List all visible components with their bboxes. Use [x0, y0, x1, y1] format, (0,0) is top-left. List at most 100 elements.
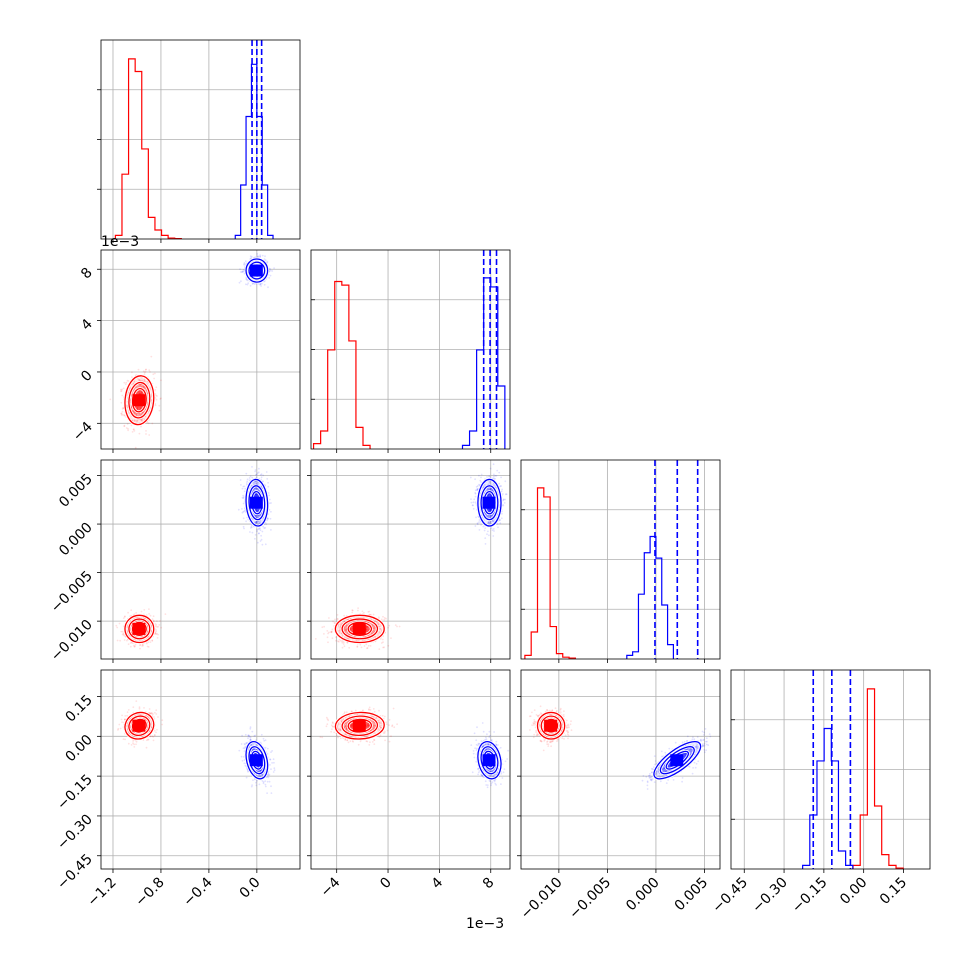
- panel-content: [312, 250, 506, 449]
- histogram-red: [524, 487, 576, 659]
- y-tick-label: −0.45: [54, 851, 96, 893]
- contour-blue: [248, 746, 266, 775]
- histogram-red: [312, 280, 371, 449]
- contour-red: [124, 375, 155, 426]
- histogram-blue: [802, 727, 854, 869]
- contour-blue: [248, 485, 266, 521]
- panel-frame: [520, 669, 721, 870]
- contour-red: [341, 715, 379, 736]
- y-tick-label: −0.15: [54, 772, 96, 814]
- panel-content: [115, 466, 272, 650]
- histogram-red: [852, 688, 904, 869]
- x-tick-label: −0.45: [709, 875, 751, 917]
- panel-frame: [100, 669, 301, 870]
- x-tick-label: 4: [429, 874, 447, 892]
- density-peak-red: [352, 719, 366, 732]
- x-tick-label: −0.8: [132, 875, 167, 910]
- panel-content: [114, 40, 274, 239]
- panel-content: [524, 460, 699, 659]
- contour-blue: [245, 740, 269, 780]
- contour-red: [540, 715, 562, 736]
- contour-blue: [653, 740, 702, 780]
- y-tick-label: 0.000: [56, 520, 96, 560]
- y-offset-label: 1e−3: [101, 234, 139, 250]
- panel-content: [314, 463, 508, 650]
- panel-3-2: −0.010 −0.005 0.000 0.005: [517, 669, 721, 923]
- y-tick-label: −0.005: [48, 568, 96, 616]
- density-peak-red: [132, 719, 146, 732]
- x-tick-label: 0.15: [877, 875, 910, 908]
- y-tick-label: 8: [78, 265, 96, 283]
- y-tick-label: −4: [70, 419, 96, 445]
- x-tick-label: −1.2: [84, 875, 119, 910]
- contour-blue: [245, 478, 269, 527]
- density-peak-blue: [249, 496, 263, 509]
- panel-1-0: −4 0 4 8: [70, 249, 301, 453]
- panel-frame: [310, 669, 511, 870]
- density-peak-blue: [249, 754, 263, 767]
- x-offset-label: 1e−3: [466, 916, 504, 932]
- y-tick-label: −0.010: [48, 617, 96, 665]
- x-tick-label: 0.005: [672, 875, 712, 915]
- panel-2-0: −0.010−0.005 0.000 0.005: [48, 459, 301, 665]
- x-tick-label: −0.4: [180, 874, 215, 909]
- panel-3-3: −0.45−0.30−0.15 0.00 0.15: [709, 669, 931, 917]
- contour-blue: [477, 740, 502, 780]
- density-peak-red: [132, 394, 146, 407]
- density-peak-blue: [670, 754, 684, 767]
- panel-1-1: [310, 249, 511, 453]
- x-tick-label: 0.000: [623, 875, 663, 915]
- panel-0-0: [97, 39, 301, 243]
- y-tick-label: 4: [78, 316, 96, 334]
- panel-frame: [100, 459, 301, 660]
- panel-content: [802, 670, 904, 869]
- contour-red: [347, 718, 373, 733]
- contour-blue: [248, 261, 266, 280]
- contour-red: [124, 614, 155, 644]
- x-tick-label: 0: [377, 875, 395, 893]
- y-tick-label: 0.15: [62, 692, 95, 725]
- y-tick-label: 0: [78, 367, 96, 385]
- y-tick-label: 0.00: [62, 732, 95, 765]
- contour-red: [334, 711, 385, 740]
- x-tick-label: 0.00: [837, 875, 870, 908]
- contour-red: [347, 621, 373, 637]
- panel-3-1: −4 0 4 8: [307, 669, 511, 900]
- density-peak-blue: [482, 496, 496, 509]
- panel-3-0: −1.2 −0.8 −0.4 0.0 −0.45−0.30−0.15 0.00 0.15: [54, 669, 301, 910]
- panel-content: [117, 700, 276, 794]
- density-peak-red: [544, 719, 558, 732]
- contour-blue: [245, 258, 269, 283]
- panel-2-1: [307, 459, 511, 663]
- x-tick-label: −0.010: [518, 875, 566, 923]
- contour-red: [128, 381, 151, 419]
- density-peak-blue: [482, 754, 496, 767]
- x-tick-label: −0.15: [789, 875, 831, 917]
- y-tick-label: −0.30: [54, 811, 96, 853]
- contour-red: [128, 618, 151, 640]
- panel-content: [109, 253, 275, 449]
- panel-frame: [310, 459, 511, 660]
- y-tick-label: 0.005: [56, 471, 96, 511]
- x-tick-label: −4: [318, 874, 344, 900]
- panel-content: [528, 705, 712, 790]
- panel-2-2: [520, 459, 721, 663]
- density-peak-red: [352, 622, 366, 635]
- contour-red: [128, 715, 151, 736]
- x-tick-label: −0.005: [566, 875, 614, 923]
- histogram-blue: [626, 535, 675, 659]
- x-tick-label: 8: [480, 875, 498, 893]
- contour-blue: [480, 746, 499, 775]
- density-peak-red: [132, 622, 146, 635]
- contour-red: [341, 618, 379, 640]
- contour-red: [334, 614, 385, 644]
- contour-red: [124, 711, 155, 740]
- x-tick-label: 0.0: [237, 875, 264, 902]
- histogram-blue: [234, 63, 274, 239]
- x-tick-label: −0.30: [749, 875, 791, 917]
- contour-red: [536, 711, 566, 740]
- density-peak-blue: [249, 264, 263, 277]
- contour-blue: [480, 485, 499, 521]
- histogram-red: [114, 58, 182, 239]
